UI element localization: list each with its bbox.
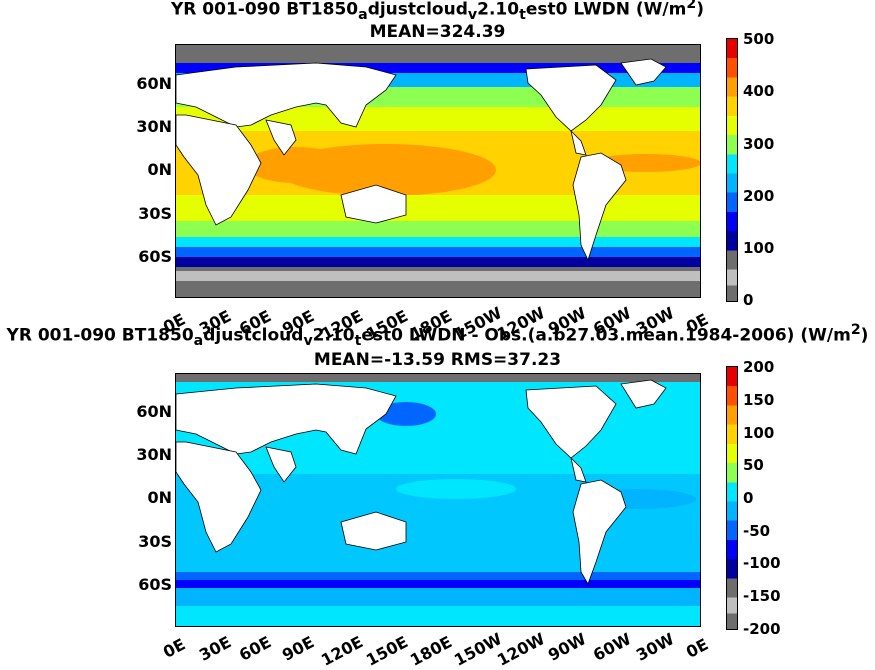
panel1-cb-label-500: 500 — [743, 30, 775, 48]
panel1-lat-60N: 60N — [136, 74, 172, 93]
panel2-lon-12: 0E — [683, 634, 712, 662]
panel2-lon-3: 90E — [279, 632, 318, 665]
panel2-lat-0N: 0N — [147, 488, 172, 507]
panel2-lon-1: 30E — [196, 632, 235, 665]
panel2-lat-60S: 60S — [138, 575, 172, 594]
panel2-colorbar — [726, 366, 738, 630]
panel1-title: YR 001-090 BT1850adjustcloudv2.10test0 L… — [170, 0, 704, 24]
panel2-lon-0: 0E — [160, 634, 189, 662]
panel2-lon-11: 30W — [633, 629, 678, 665]
panel2-cb-label-150: 150 — [743, 391, 775, 409]
panel1-cb-label-100: 100 — [743, 239, 775, 257]
panel2-cb-label-200: 200 — [743, 358, 775, 376]
panel2-cb-label-m200: -200 — [743, 620, 781, 638]
panel1-map-svg — [176, 45, 700, 297]
panel2-lon-9: 90W — [545, 629, 590, 665]
panel2-colorbar-fill — [727, 367, 737, 629]
panel2-lat-30S: 30S — [138, 532, 172, 551]
panel1-continents — [176, 58, 667, 262]
panel2-lon-7: 150W — [451, 629, 505, 670]
panel2-lon-10: 60W — [590, 629, 635, 665]
panel2-map — [175, 373, 701, 627]
panel2-cb-label-100: 100 — [743, 424, 775, 442]
panel2-lon-5: 150E — [363, 632, 412, 670]
panel1-lat-30S: 30S — [138, 204, 172, 223]
panel2-lon-2: 60E — [236, 632, 275, 665]
panel1-map — [175, 44, 701, 298]
panel1-cb-label-0: 0 — [743, 291, 754, 309]
panel1-stats: MEAN=324.39 — [369, 22, 506, 42]
panel1-colorbar-fill — [727, 39, 737, 301]
panel2-lon-6: 180E — [407, 632, 456, 670]
panel1-cb-label-400: 400 — [743, 82, 775, 100]
panel2-cb-label-m100: -100 — [743, 554, 781, 572]
panel1-colorbar — [726, 38, 738, 302]
panel2-title: YR 001-090 BT1850adjustcloudv2.10test0 L… — [6, 322, 869, 350]
panel1-lat-0N: 0N — [147, 160, 172, 179]
panel2-map-svg — [176, 374, 700, 626]
panel1-lat-60S: 60S — [138, 247, 172, 266]
panel2-lat-30N: 30N — [136, 445, 172, 464]
panel1-cb-label-200: 200 — [743, 187, 775, 205]
panel2-cb-label-m50: -50 — [743, 522, 771, 540]
panel1-lat-30N: 30N — [136, 117, 172, 136]
panel2-lat-60N: 60N — [136, 402, 172, 421]
panel2-cb-label-m150: -150 — [743, 587, 781, 605]
panel2-stats: MEAN=-13.59 RMS=37.23 — [313, 350, 562, 370]
panel2-lon-8: 120W — [494, 629, 548, 670]
panel1-cb-label-300: 300 — [743, 135, 775, 153]
panel2-continents — [176, 379, 667, 585]
panel2-cb-label-0: 0 — [743, 489, 754, 507]
panel2-cb-label-50: 50 — [743, 456, 764, 474]
panel2-lon-4: 120E — [318, 632, 367, 670]
